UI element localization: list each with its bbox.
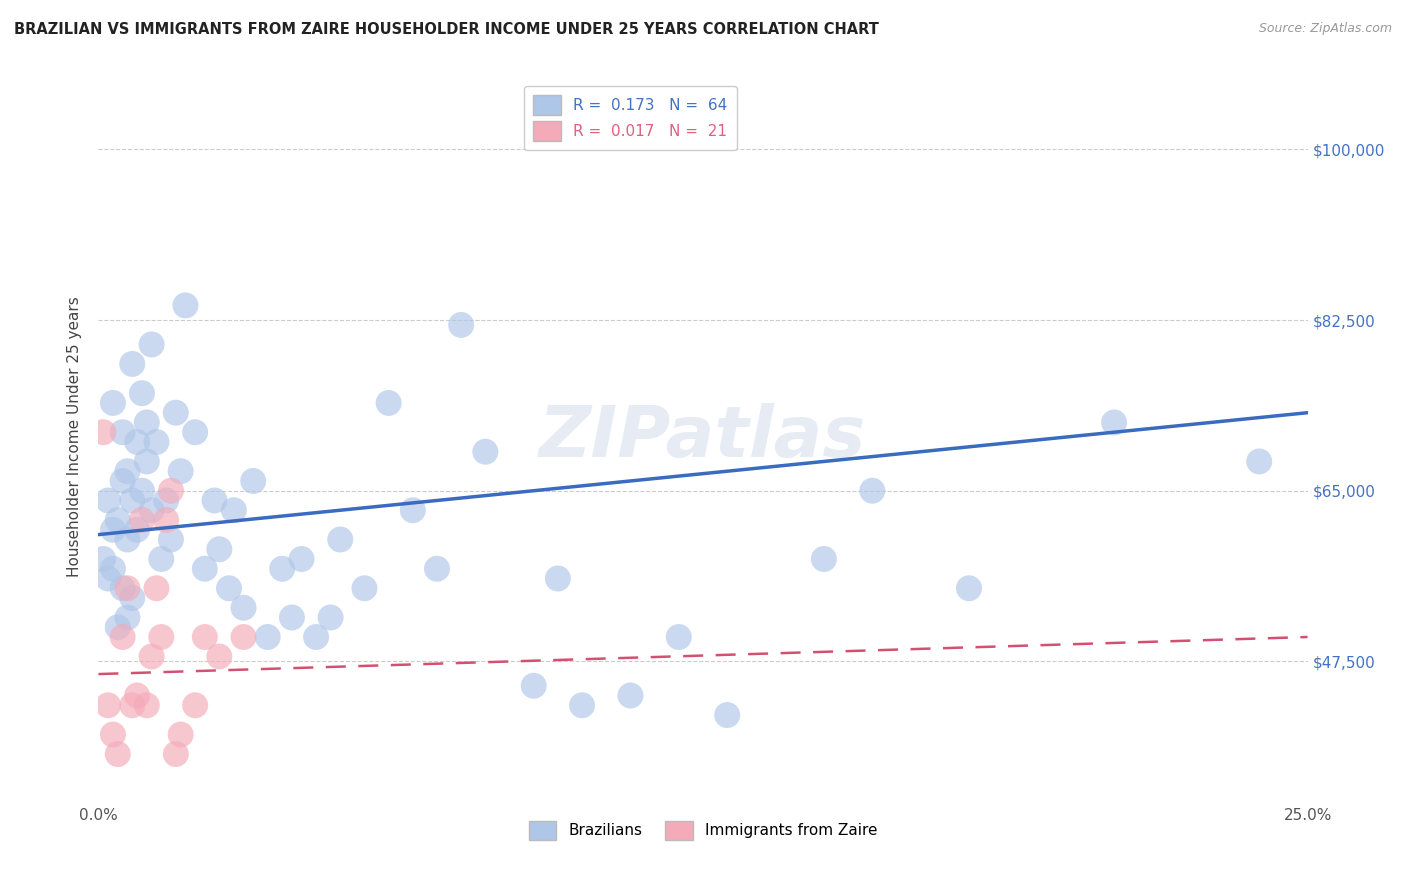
Point	[117, 610, 139, 624]
Point	[474, 444, 496, 458]
Point	[160, 483, 183, 498]
Y-axis label: Householder Income Under 25 years: Householder Income Under 25 years	[67, 297, 83, 577]
Point	[101, 523, 124, 537]
Point	[121, 357, 143, 371]
Point	[135, 416, 157, 430]
Point	[121, 591, 143, 605]
Point	[377, 396, 399, 410]
Point	[208, 542, 231, 557]
Point	[813, 552, 835, 566]
Point	[165, 747, 187, 761]
Point	[127, 523, 149, 537]
Point	[101, 727, 124, 741]
Point	[1249, 454, 1271, 468]
Point	[271, 562, 294, 576]
Point	[305, 630, 328, 644]
Point	[204, 493, 226, 508]
Point	[281, 610, 304, 624]
Point	[131, 483, 153, 498]
Point	[290, 552, 312, 566]
Text: BRAZILIAN VS IMMIGRANTS FROM ZAIRE HOUSEHOLDER INCOME UNDER 25 YEARS CORRELATION: BRAZILIAN VS IMMIGRANTS FROM ZAIRE HOUSE…	[14, 22, 879, 37]
Point	[127, 689, 149, 703]
Point	[194, 630, 217, 644]
Point	[450, 318, 472, 332]
Point	[145, 581, 167, 595]
Point	[117, 464, 139, 478]
Point	[145, 434, 167, 449]
Point	[256, 630, 278, 644]
Point	[150, 630, 173, 644]
Point	[232, 630, 254, 644]
Point	[860, 483, 883, 498]
Point	[165, 406, 187, 420]
Point	[135, 698, 157, 713]
Point	[97, 698, 120, 713]
Point	[353, 581, 375, 595]
Point	[117, 581, 139, 595]
Point	[107, 620, 129, 634]
Legend: Brazilians, Immigrants from Zaire: Brazilians, Immigrants from Zaire	[523, 814, 883, 847]
Point	[957, 581, 980, 595]
Point	[111, 474, 134, 488]
Point	[131, 513, 153, 527]
Point	[97, 493, 120, 508]
Point	[169, 464, 191, 478]
Point	[107, 513, 129, 527]
Point	[523, 679, 546, 693]
Point	[135, 454, 157, 468]
Point	[1102, 416, 1125, 430]
Point	[232, 600, 254, 615]
Point	[329, 533, 352, 547]
Point	[184, 425, 207, 440]
Point	[141, 337, 163, 351]
Point	[668, 630, 690, 644]
Point	[127, 434, 149, 449]
Point	[107, 747, 129, 761]
Point	[121, 698, 143, 713]
Point	[319, 610, 342, 624]
Point	[716, 708, 738, 723]
Point	[97, 572, 120, 586]
Point	[101, 562, 124, 576]
Point	[101, 396, 124, 410]
Point	[160, 533, 183, 547]
Point	[141, 503, 163, 517]
Point	[155, 493, 177, 508]
Point	[402, 503, 425, 517]
Text: Source: ZipAtlas.com: Source: ZipAtlas.com	[1258, 22, 1392, 36]
Point	[194, 562, 217, 576]
Point	[131, 386, 153, 401]
Point	[619, 689, 641, 703]
Point	[169, 727, 191, 741]
Point	[91, 552, 114, 566]
Point	[242, 474, 264, 488]
Point	[111, 630, 134, 644]
Point	[426, 562, 449, 576]
Point	[184, 698, 207, 713]
Point	[121, 493, 143, 508]
Point	[111, 425, 134, 440]
Point	[571, 698, 593, 713]
Point	[222, 503, 245, 517]
Point	[547, 572, 569, 586]
Point	[150, 552, 173, 566]
Point	[91, 425, 114, 440]
Point	[111, 581, 134, 595]
Point	[208, 649, 231, 664]
Point	[218, 581, 240, 595]
Point	[174, 298, 197, 312]
Text: ZIPatlas: ZIPatlas	[540, 402, 866, 472]
Point	[155, 513, 177, 527]
Point	[141, 649, 163, 664]
Point	[117, 533, 139, 547]
